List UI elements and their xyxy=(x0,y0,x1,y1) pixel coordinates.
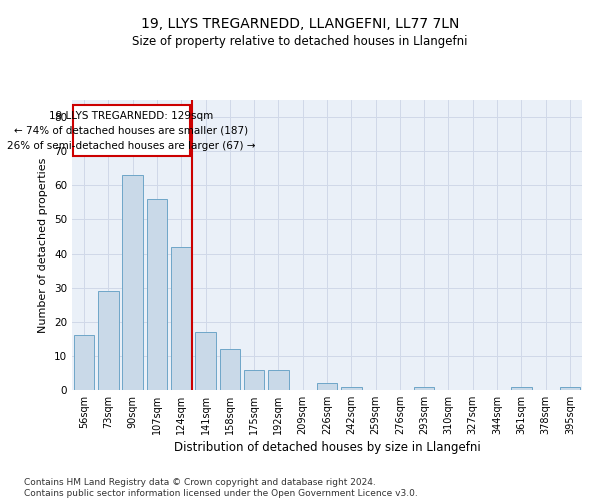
Bar xyxy=(317,383,337,390)
Bar xyxy=(74,336,94,390)
FancyBboxPatch shape xyxy=(73,105,190,156)
Y-axis label: Number of detached properties: Number of detached properties xyxy=(38,158,49,332)
Text: 19 LLYS TREGARNEDD: 129sqm
← 74% of detached houses are smaller (187)
26% of sem: 19 LLYS TREGARNEDD: 129sqm ← 74% of deta… xyxy=(7,111,256,150)
Bar xyxy=(122,175,143,390)
Bar xyxy=(98,291,119,390)
Bar xyxy=(195,332,216,390)
Bar xyxy=(171,246,191,390)
Text: 19, LLYS TREGARNEDD, LLANGEFNI, LL77 7LN: 19, LLYS TREGARNEDD, LLANGEFNI, LL77 7LN xyxy=(141,18,459,32)
Bar xyxy=(560,386,580,390)
Text: Size of property relative to detached houses in Llangefni: Size of property relative to detached ho… xyxy=(132,35,468,48)
Bar xyxy=(511,386,532,390)
Bar xyxy=(341,386,362,390)
Text: Contains HM Land Registry data © Crown copyright and database right 2024.
Contai: Contains HM Land Registry data © Crown c… xyxy=(24,478,418,498)
Bar xyxy=(414,386,434,390)
Bar xyxy=(146,199,167,390)
Bar xyxy=(220,349,240,390)
X-axis label: Distribution of detached houses by size in Llangefni: Distribution of detached houses by size … xyxy=(173,441,481,454)
Bar xyxy=(268,370,289,390)
Bar xyxy=(244,370,265,390)
